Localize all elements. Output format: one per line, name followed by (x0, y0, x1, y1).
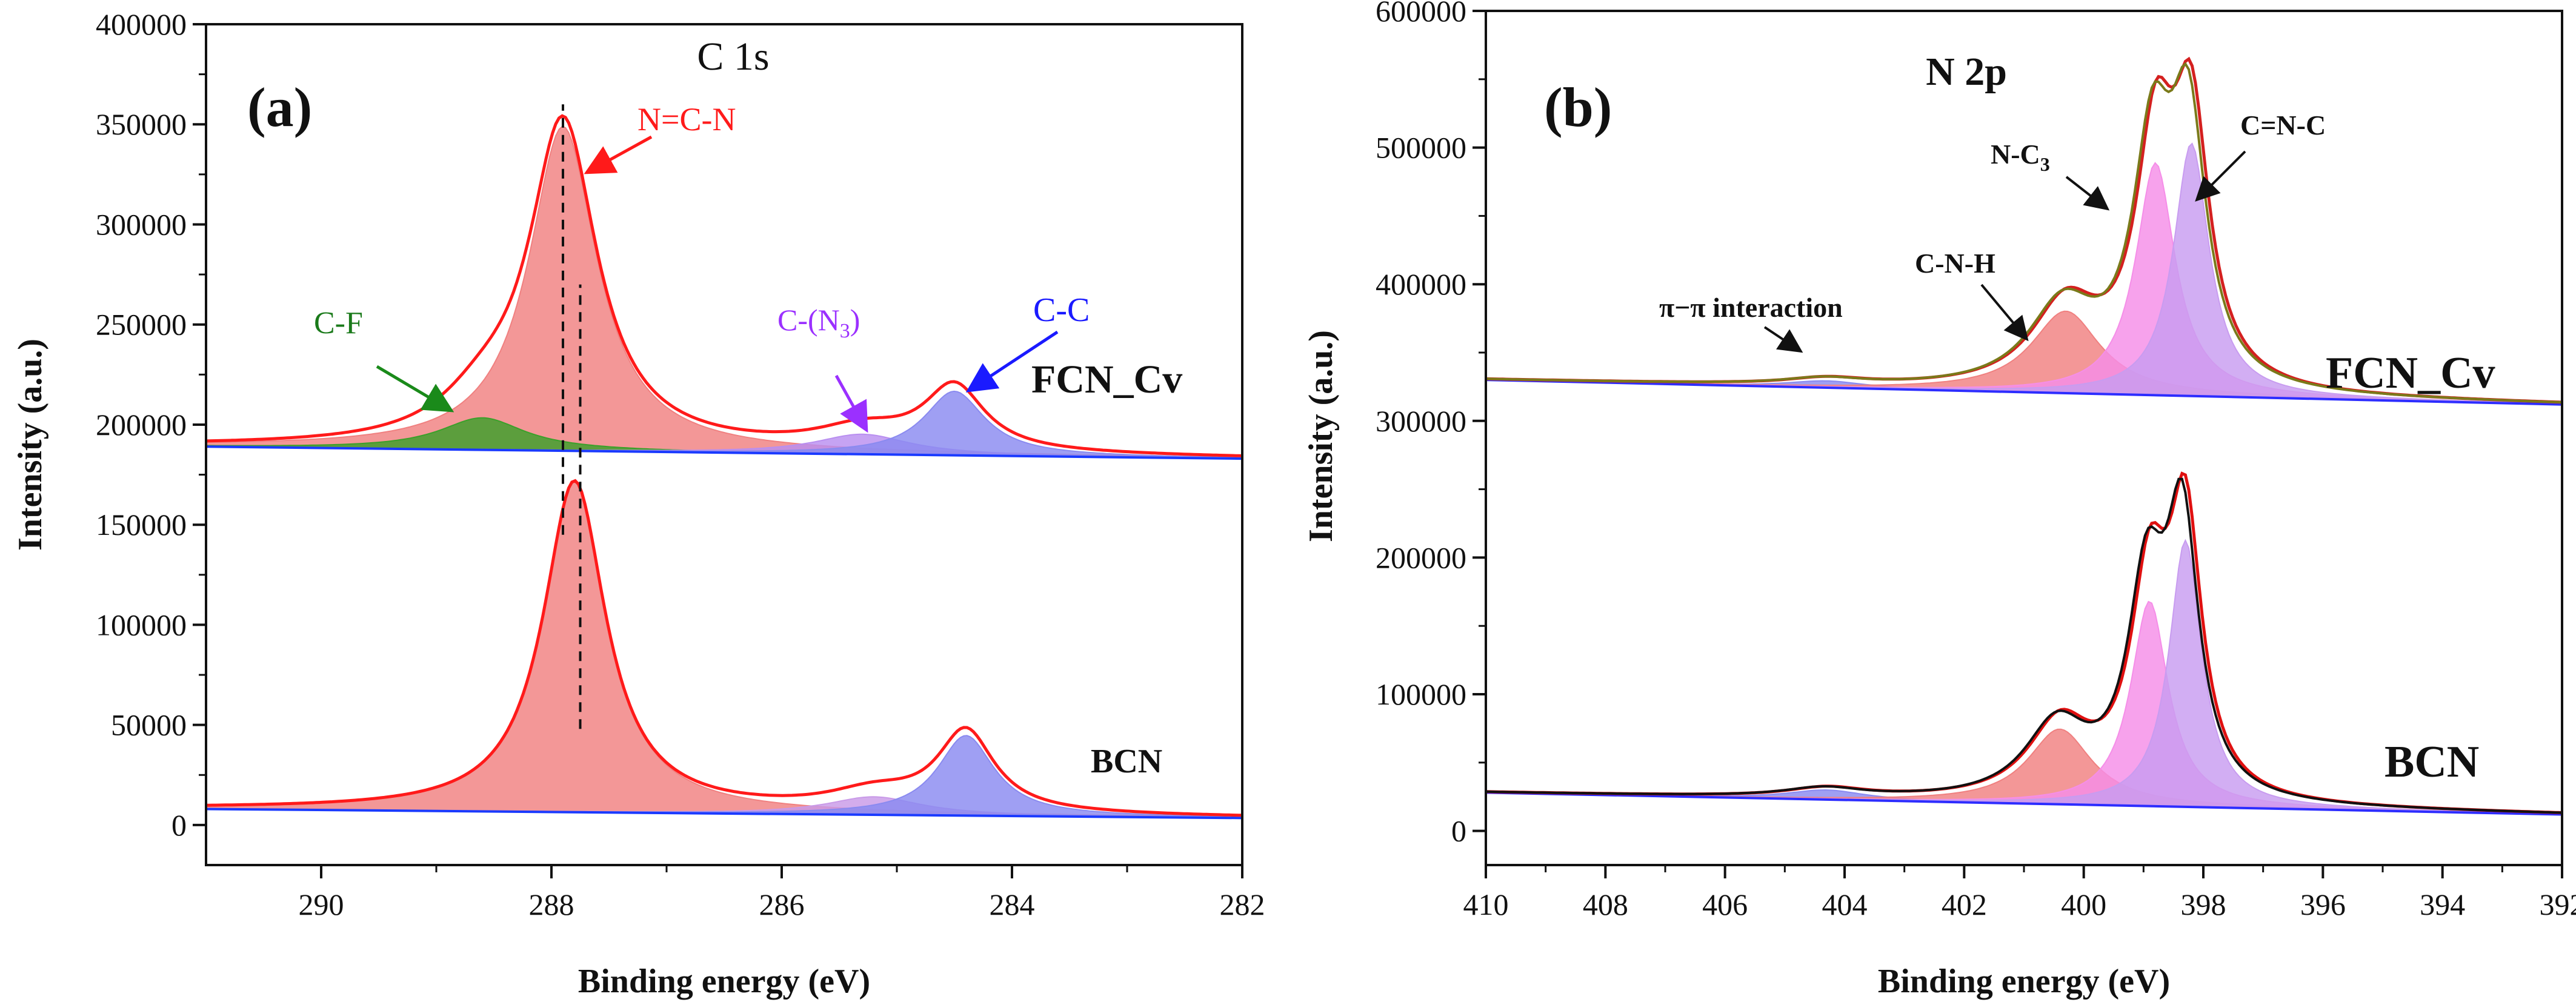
annotation-c-n-h: C-N-H (1915, 248, 1995, 279)
annotation-c-n-c: C=N-C (2240, 110, 2326, 141)
x-tick-label: 408 (1583, 887, 1628, 921)
baseline-bcn (205, 808, 1243, 820)
baseline-bcn (1485, 791, 2563, 816)
annotation-n-c3-prefix: N-C (1991, 139, 2040, 170)
arrow-c-n-c (2195, 150, 2246, 202)
envelope-bcn-raw (1485, 477, 2563, 814)
panel-a-envelopes (205, 114, 1243, 817)
envelope-bcn (206, 479, 1243, 817)
label-bcn-b: BCN (2385, 737, 2479, 787)
panel-b-x-ticks: 410 408 406 404 402 400 398 396 394 392 (1463, 865, 2576, 921)
annotation-n-c-n: N=C-N (637, 101, 736, 138)
annotation-c-n3-subscript: 3 (840, 320, 850, 342)
arrow-n-c-n (584, 135, 653, 174)
x-tick-label: 282 (1220, 887, 1265, 921)
arrow-c-c (965, 330, 1059, 393)
y-tick-label: 250000 (96, 308, 187, 342)
panel-a-c1s: 290 288 286 284 282 0 50000 100000 150000 200000… (12, 7, 1265, 1000)
label-bcn-a: BCN (1091, 743, 1162, 780)
annotation-c-n3-suffix: ) (850, 303, 860, 337)
x-tick-label: 394 (2420, 887, 2465, 921)
y-tick-label: 350000 (96, 107, 187, 141)
y-tick-label: 100000 (1376, 677, 1466, 711)
x-tick-label: 396 (2300, 887, 2346, 921)
x-tick-label: 404 (1822, 887, 1868, 921)
arrow-c-n3 (834, 374, 868, 433)
panel-b-y-ticks: 0 100000 200000 300000 400000 500000 600000 (1376, 0, 1486, 848)
x-tick-label: 410 (1463, 887, 1509, 921)
y-tick-label: 100000 (96, 608, 187, 642)
y-tick-label: 0 (1451, 814, 1466, 848)
envelope-fcn-cv (205, 114, 1243, 457)
x-tick-label: 402 (1942, 887, 1987, 921)
panel-a-panel-label: (a) (247, 76, 312, 138)
x-tick-label: 400 (2061, 887, 2106, 921)
y-tick-label: 400000 (1376, 267, 1466, 301)
label-fcn-cv-a: FCN_Cv (1031, 357, 1182, 402)
panel-b-panel-label: (b) (1544, 76, 1612, 138)
y-tick-label: 300000 (1376, 404, 1466, 438)
panel-a-y-ticks: 0 50000 100000 150000 200000 250000 300000 3500… (96, 7, 206, 842)
panel-b-n2p: 410 408 406 404 402 400 398 396 394 392 0 100000 20… (1302, 0, 2576, 1000)
panel-b-title: N 2p (1926, 50, 2007, 94)
x-tick-label: 398 (2181, 887, 2226, 921)
panel-b-y-axis-label: Intensity (a.u.) (1302, 330, 1340, 542)
y-tick-label: 600000 (1376, 0, 1466, 28)
annotation-c-f: C-F (314, 306, 363, 340)
y-tick-label: 150000 (96, 508, 187, 542)
x-tick-label: 406 (1702, 887, 1748, 921)
annotation-c-c: C-C (1033, 291, 1090, 329)
baseline-fcn-cv (205, 445, 1243, 460)
y-tick-label: 500000 (1376, 131, 1466, 165)
label-fcn-cv-b: FCN_Cv (2326, 348, 2495, 398)
x-tick-label: 288 (529, 887, 574, 921)
panel-b-x-axis-label: Binding energy (eV) (1878, 963, 2170, 1000)
annotation-n-c3-subscript: 3 (2040, 153, 2050, 175)
x-tick-label: 284 (990, 887, 1035, 921)
x-tick-label: 286 (759, 887, 805, 921)
panel-a-baselines (205, 445, 1243, 820)
y-tick-label: 300000 (96, 207, 187, 241)
y-tick-label: 200000 (96, 408, 187, 442)
baseline-fcn-cv (1485, 379, 2563, 406)
arrow-n-c3 (2065, 176, 2110, 211)
panel-a-y-axis-label: Intensity (a.u.) (12, 339, 49, 551)
arrow-pi-pi (1763, 326, 1803, 353)
panel-a-title: C 1s (697, 35, 769, 79)
annotation-pi-pi: π−π interaction (1659, 292, 1843, 323)
y-tick-label: 50000 (111, 708, 187, 742)
x-tick-label: 290 (299, 887, 344, 921)
panel-a-x-axis-label: Binding energy (eV) (578, 963, 870, 1000)
annotation-c-n3-prefix: C-(N (777, 303, 840, 337)
x-tick-label: 392 (2540, 887, 2576, 921)
panel-a-plot-frame (205, 23, 1243, 866)
y-tick-label: 200000 (1376, 540, 1466, 574)
arrow-c-n-h (1980, 284, 2029, 342)
panel-a-dashed-lines (562, 104, 582, 729)
y-tick-label: 400000 (96, 7, 187, 41)
y-tick-label: 0 (171, 808, 187, 842)
annotation-n-c3: N-C3 (1991, 139, 2050, 175)
panel-b-baselines (1485, 379, 2563, 816)
panel-a-x-ticks: 290 288 286 284 282 (299, 865, 1265, 921)
annotation-c-n3: C-(N3) (777, 303, 860, 342)
arrow-c-f (376, 365, 454, 413)
